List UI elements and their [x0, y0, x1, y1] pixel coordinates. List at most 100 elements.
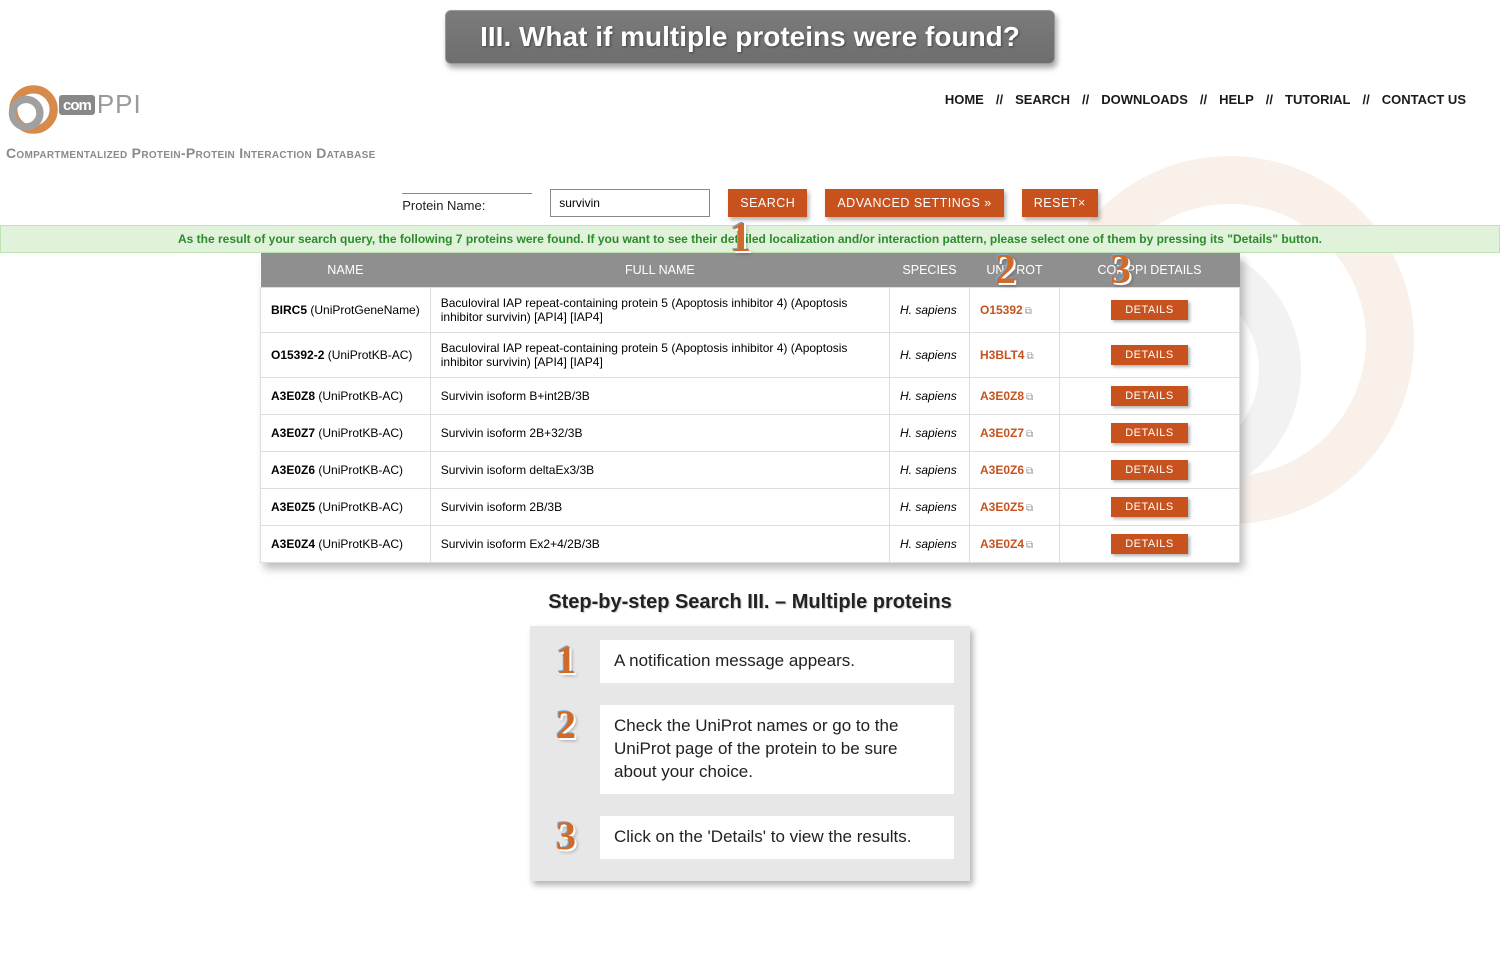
search-label: Protein Name: — [402, 193, 532, 213]
cell-name: A3E0Z4 (UniProtKB-AC) — [261, 526, 431, 563]
cell-species: H. sapiens — [890, 452, 970, 489]
cell-name: O15392-2 (UniProtKB-AC) — [261, 333, 431, 378]
logo-subtitle: Compartmentalized Protein-Protein Intera… — [6, 145, 376, 161]
banner-title: III. What if multiple proteins were foun… — [480, 21, 1020, 52]
logo[interactable]: comPPI — [6, 82, 376, 137]
details-button[interactable]: DETAILS — [1111, 497, 1188, 517]
steps-title: Step-by-step Search III. – Multiple prot… — [0, 591, 1500, 614]
cell-uniprot: A3E0Z8⧉ — [970, 378, 1060, 415]
cell-species: H. sapiens — [890, 415, 970, 452]
cell-uniprot: H3BLT4⧉ — [970, 333, 1060, 378]
cell-species: H. sapiens — [890, 288, 970, 333]
cell-details: DETAILS — [1060, 333, 1240, 378]
col-species: SPECIES — [890, 253, 970, 288]
step-number: 2 — [546, 705, 586, 745]
table-row: A3E0Z7 (UniProtKB-AC)Survivin isoform 2B… — [261, 415, 1240, 452]
external-link-icon: ⧉ — [1024, 503, 1033, 514]
step-row: 3 Click on the 'Details' to view the resu… — [546, 816, 954, 859]
table-row: A3E0Z5 (UniProtKB-AC)Survivin isoform 2B… — [261, 489, 1240, 526]
table-row: A3E0Z8 (UniProtKB-AC)Survivin isoform B+… — [261, 378, 1240, 415]
col-name: NAME — [261, 253, 431, 288]
nav-contact[interactable]: CONTACT US — [1378, 92, 1470, 107]
external-link-icon: ⧉ — [1024, 351, 1033, 362]
col-details: COMPPI DETAILS — [1060, 253, 1240, 288]
page-banner: III. What if multiple proteins were foun… — [445, 10, 1055, 64]
external-link-icon: ⧉ — [1024, 429, 1033, 440]
step-text: A notification message appears. — [600, 640, 954, 683]
col-fullname: FULL NAME — [430, 253, 889, 288]
step-row: 1 A notification message appears. — [546, 640, 954, 683]
search-button[interactable]: SEARCH — [728, 189, 807, 217]
uniprot-link[interactable]: A3E0Z6 — [980, 463, 1024, 477]
search-input[interactable] — [550, 189, 710, 217]
cell-details: DETAILS — [1060, 415, 1240, 452]
callout-2: 2 — [995, 249, 1016, 291]
details-button[interactable]: DETAILS — [1111, 345, 1188, 365]
cell-fullname: Survivin isoform deltaEx3/3B — [430, 452, 889, 489]
cell-name: A3E0Z7 (UniProtKB-AC) — [261, 415, 431, 452]
cell-details: DETAILS — [1060, 452, 1240, 489]
cell-species: H. sapiens — [890, 378, 970, 415]
table-row: A3E0Z4 (UniProtKB-AC)Survivin isoform Ex… — [261, 526, 1240, 563]
details-button[interactable]: DETAILS — [1111, 300, 1188, 320]
details-button[interactable]: DETAILS — [1111, 423, 1188, 443]
nav-home[interactable]: HOME — [941, 92, 988, 107]
external-link-icon: ⧉ — [1024, 466, 1033, 477]
uniprot-link[interactable]: A3E0Z7 — [980, 426, 1024, 440]
cell-name: A3E0Z6 (UniProtKB-AC) — [261, 452, 431, 489]
reset-button[interactable]: RESET× — [1022, 189, 1098, 217]
cell-fullname: Survivin isoform B+int2B/3B — [430, 378, 889, 415]
logo-icon — [6, 82, 61, 137]
logo-block: comPPI Compartmentalized Protein-Protein… — [6, 82, 376, 161]
details-button[interactable]: DETAILS — [1111, 534, 1188, 554]
nav-tutorial[interactable]: TUTORIAL — [1281, 92, 1354, 107]
cell-fullname: Survivin isoform Ex2+4/2B/3B — [430, 526, 889, 563]
step-text: Check the UniProt names or go to the Uni… — [600, 705, 954, 794]
external-link-icon: ⧉ — [1024, 392, 1033, 403]
cell-uniprot: A3E0Z7⧉ — [970, 415, 1060, 452]
results-table: NAME FULL NAME SPECIES UNIPROT COMPPI DE… — [260, 253, 1240, 563]
nav-downloads[interactable]: DOWNLOADS — [1097, 92, 1192, 107]
callout-1: 1 — [730, 217, 751, 259]
callout-3: 3 — [1110, 249, 1131, 291]
table-row: BIRC5 (UniProtGeneName)Baculoviral IAP r… — [261, 288, 1240, 333]
details-button[interactable]: DETAILS — [1111, 460, 1188, 480]
step-number: 3 — [546, 816, 586, 856]
uniprot-link[interactable]: A3E0Z8 — [980, 389, 1024, 403]
cell-uniprot: O15392⧉ — [970, 288, 1060, 333]
cell-uniprot: A3E0Z6⧉ — [970, 452, 1060, 489]
cell-species: H. sapiens — [890, 489, 970, 526]
cell-details: DETAILS — [1060, 378, 1240, 415]
step-text: Click on the 'Details' to view the resul… — [600, 816, 954, 859]
steps-box: 1 A notification message appears. 2 Check t… — [530, 626, 970, 881]
cell-uniprot: A3E0Z4⧉ — [970, 526, 1060, 563]
table-row: A3E0Z6 (UniProtKB-AC)Survivin isoform de… — [261, 452, 1240, 489]
search-bar: Protein Name: SEARCH ADVANCED SETTINGS »… — [0, 189, 1500, 217]
step-number: 1 — [546, 640, 586, 680]
cell-details: DETAILS — [1060, 489, 1240, 526]
details-button[interactable]: DETAILS — [1111, 386, 1188, 406]
cell-uniprot: A3E0Z5⧉ — [970, 489, 1060, 526]
cell-fullname: Survivin isoform 2B+32/3B — [430, 415, 889, 452]
uniprot-link[interactable]: O15392 — [980, 303, 1023, 317]
cell-name: A3E0Z5 (UniProtKB-AC) — [261, 489, 431, 526]
external-link-icon: ⧉ — [1023, 306, 1032, 317]
advanced-settings-button[interactable]: ADVANCED SETTINGS » — [825, 189, 1003, 217]
cell-species: H. sapiens — [890, 526, 970, 563]
cell-details: DETAILS — [1060, 288, 1240, 333]
top-nav: HOME// SEARCH// DOWNLOADS// HELP// TUTOR… — [941, 82, 1470, 107]
external-link-icon: ⧉ — [1024, 540, 1033, 551]
step-row: 2 Check the UniProt names or go to the Un… — [546, 705, 954, 794]
cell-fullname: Baculoviral IAP repeat-containing protei… — [430, 288, 889, 333]
cell-fullname: Baculoviral IAP repeat-containing protei… — [430, 333, 889, 378]
cell-name: BIRC5 (UniProtGeneName) — [261, 288, 431, 333]
logo-text: comPPI — [59, 89, 142, 120]
cell-species: H. sapiens — [890, 333, 970, 378]
table-row: O15392-2 (UniProtKB-AC)Baculoviral IAP r… — [261, 333, 1240, 378]
nav-help[interactable]: HELP — [1215, 92, 1258, 107]
nav-search[interactable]: SEARCH — [1011, 92, 1074, 107]
uniprot-link[interactable]: A3E0Z4 — [980, 537, 1024, 551]
uniprot-link[interactable]: A3E0Z5 — [980, 500, 1024, 514]
cell-fullname: Survivin isoform 2B/3B — [430, 489, 889, 526]
uniprot-link[interactable]: H3BLT4 — [980, 348, 1024, 362]
